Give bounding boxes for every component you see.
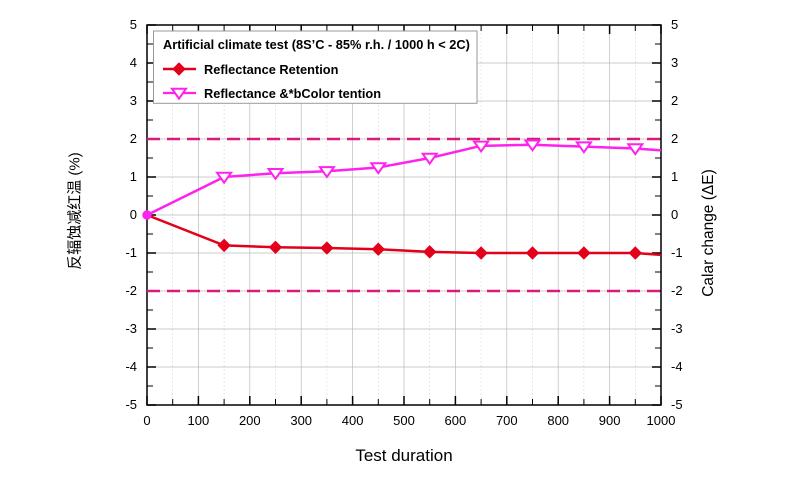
svg-text:-1: -1: [125, 245, 137, 260]
svg-text:2: 2: [130, 131, 137, 146]
svg-text:-3: -3: [125, 321, 137, 336]
svg-text:500: 500: [393, 413, 415, 428]
svg-text:3: 3: [130, 93, 137, 108]
svg-text:100: 100: [188, 413, 210, 428]
svg-text:300: 300: [290, 413, 312, 428]
svg-text:Artificial climate test (8S’C: Artificial climate test (8S’C - 85% r.h.…: [163, 37, 470, 52]
svg-text:反辐蚀减红温 (%): 反辐蚀减红温 (%): [67, 152, 84, 270]
svg-text:-2: -2: [125, 283, 137, 298]
svg-text:800: 800: [547, 413, 569, 428]
svg-text:2: 2: [671, 93, 678, 108]
svg-text:-4: -4: [671, 359, 683, 374]
svg-text:0: 0: [143, 413, 150, 428]
svg-text:1000: 1000: [647, 413, 676, 428]
svg-text:-4: -4: [125, 359, 137, 374]
svg-text:600: 600: [445, 413, 467, 428]
svg-text:Test duration: Test duration: [355, 446, 452, 465]
svg-text:200: 200: [239, 413, 261, 428]
svg-text:-2: -2: [671, 283, 683, 298]
svg-text:900: 900: [599, 413, 621, 428]
svg-text:Reflectance Retention: Reflectance Retention: [204, 62, 339, 77]
svg-text:5: 5: [130, 17, 137, 32]
svg-text:-3: -3: [671, 321, 683, 336]
svg-text:1: 1: [130, 169, 137, 184]
svg-text:1: 1: [671, 169, 678, 184]
svg-text:5: 5: [671, 17, 678, 32]
svg-text:0: 0: [130, 207, 137, 222]
svg-text:400: 400: [342, 413, 364, 428]
svg-text:0: 0: [671, 207, 678, 222]
svg-text:-5: -5: [125, 397, 137, 412]
svg-text:3: 3: [671, 55, 678, 70]
svg-text:-5: -5: [671, 397, 683, 412]
svg-text:-1: -1: [671, 245, 683, 260]
svg-text:2: 2: [671, 131, 678, 146]
svg-text:700: 700: [496, 413, 518, 428]
svg-text:Calar change (ΔE): Calar change (ΔE): [700, 169, 717, 297]
svg-text:4: 4: [130, 55, 137, 70]
svg-text:Reflectance &*bColor tention: Reflectance &*bColor tention: [204, 86, 381, 101]
